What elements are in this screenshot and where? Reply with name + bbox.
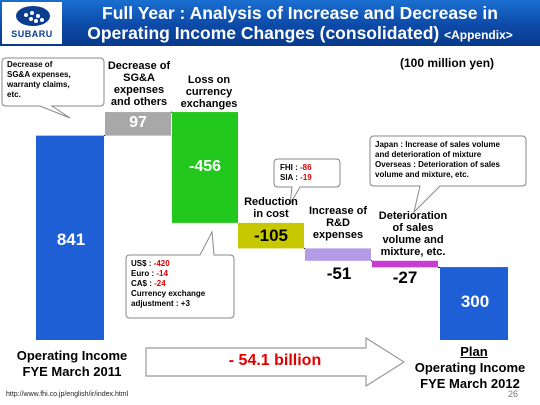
callout-fx-key: adjustment : xyxy=(131,299,181,308)
fx-label-line3: exchanges xyxy=(180,98,238,110)
page-number: 26 xyxy=(508,389,519,399)
callout-sga-line: SG&A expenses, xyxy=(7,70,71,79)
callout-fx-text: US$ : -420 Euro : -14 CA$ : -24 Currency… xyxy=(131,259,205,309)
callout-fx-line: Currency exchange xyxy=(131,289,205,299)
callout-cost-bubble xyxy=(273,158,341,205)
value-label-mix: -27 xyxy=(392,268,418,287)
start-caption-line1: Operating Income xyxy=(16,348,128,363)
fx-label-line2: currency xyxy=(185,86,233,98)
start-caption-line2: FYE March 2011 xyxy=(22,364,122,379)
mix-label-line4: mixture, etc. xyxy=(380,246,446,258)
callout-mix-line: volume and mixture, etc. xyxy=(375,170,469,179)
change-amount-label: - 54.1 billion xyxy=(228,352,322,369)
callout-fx-line: US$ : -420 xyxy=(131,259,205,269)
fx-label-line1: Loss on xyxy=(187,74,231,86)
callout-cost-key: FHI : xyxy=(280,163,300,172)
value-label-sga: 97 xyxy=(129,114,147,131)
callout-fx-value: -24 xyxy=(154,279,166,288)
mix-label-line3: volume and xyxy=(382,234,444,246)
callout-cost-line: SIA : -19 xyxy=(280,173,312,183)
bar-end xyxy=(440,267,508,340)
end-caption-line1: Operating Income xyxy=(414,360,526,375)
callout-mix-line: Overseas : Deterioration of sales xyxy=(375,160,500,169)
callout-fx-value: -14 xyxy=(156,269,168,278)
category-label-rd: Increase of R&D expenses xyxy=(302,205,374,241)
sga-label-line3: expenses xyxy=(113,84,165,96)
callout-cost-value: -19 xyxy=(300,173,312,182)
page-title-main: Operating Income Changes (consolidated) xyxy=(87,23,440,43)
callout-mix-line: and deterioration of mixture xyxy=(375,150,482,159)
cost-label-line2: in cost xyxy=(253,208,289,220)
page-title-line1: Full Year : Analysis of Increase and Dec… xyxy=(102,3,498,23)
rd-label-line1: Increase of xyxy=(308,205,368,217)
sga-label-line1: Decrease of xyxy=(107,60,171,72)
bar-rd xyxy=(305,248,371,261)
bar-sga xyxy=(105,112,171,136)
cost-label-line1: Reduction xyxy=(244,196,298,208)
category-label-fx: Loss on currency exchanges xyxy=(174,74,244,110)
sga-label-line4: and others xyxy=(110,96,168,108)
start-bar-caption: Operating Income FYE March 2011 xyxy=(4,348,140,380)
change-arrow xyxy=(145,336,406,388)
callout-cost-value: -86 xyxy=(300,163,312,172)
callout-cost-key: SIA : xyxy=(280,173,301,182)
callout-sga-line: warranty claims, xyxy=(7,80,70,89)
bar-start xyxy=(36,135,104,340)
callout-fx-value: +3 xyxy=(180,299,190,308)
callout-fx-key: CA$ : xyxy=(131,279,155,288)
bar-mix xyxy=(372,260,438,268)
sga-label-line2: SG&A xyxy=(123,72,155,84)
callout-sga-line: Decrease of xyxy=(7,60,53,69)
callout-fx-bubble xyxy=(125,230,235,319)
callout-mix-bubble xyxy=(369,135,527,214)
callout-fx-key: Currency exchange xyxy=(131,289,206,298)
category-label-sga: Decrease of SG&A expenses and others xyxy=(100,60,178,108)
logo-text: SUBARU xyxy=(11,29,53,39)
end-bar-caption: Operating Income FYE March 2012 xyxy=(404,360,536,392)
callout-cost-line: FHI : -86 xyxy=(280,163,312,173)
callout-cost-text: FHI : -86 SIA : -19 xyxy=(280,163,312,183)
value-label-end: 300 xyxy=(460,292,490,311)
value-label-start: 841 xyxy=(56,230,86,249)
callout-fx-key: Euro : xyxy=(131,269,157,278)
callout-fx-line: adjustment : +3 xyxy=(131,299,205,309)
category-label-mix: Deterioration of sales volume and mixtur… xyxy=(372,210,454,258)
callout-sga-text: Decrease of SG&A expenses, warranty clai… xyxy=(7,60,71,100)
end-caption-line2: FYE March 2012 xyxy=(420,376,520,391)
callout-mix-text: Japan : Increase of sales volume and det… xyxy=(375,140,500,180)
value-label-fx: -456 xyxy=(188,158,222,175)
rd-label-line2: R&D xyxy=(326,217,350,229)
callout-fx-key: US$ : xyxy=(131,259,154,268)
bar-cost xyxy=(238,222,304,249)
subaru-logo: SUBARU xyxy=(2,2,62,44)
header-bar: SUBARU Full Year : Analysis of Increase … xyxy=(0,0,540,46)
callout-fx-value: -420 xyxy=(153,259,170,268)
footer-url[interactable]: http://www.fhi.co.jp/english/ir/index.ht… xyxy=(6,391,129,398)
page-title-line2: Operating Income Changes (consolidated) … xyxy=(66,23,534,45)
callout-sga-line: etc. xyxy=(7,90,21,99)
bar-fx xyxy=(172,112,238,223)
value-label-rd: -51 xyxy=(326,264,352,283)
callout-fx-line: CA$ : -24 xyxy=(131,279,205,289)
callout-sga-bubble xyxy=(1,57,105,119)
page-title-suffix: <Appendix> xyxy=(444,28,513,42)
callout-fx-line: Euro : -14 xyxy=(131,269,205,279)
plan-caption: Plan xyxy=(460,344,488,359)
mix-label-line2: of sales xyxy=(392,222,434,234)
logo-badge-icon xyxy=(16,6,50,26)
value-label-cost: -105 xyxy=(253,226,289,245)
callout-mix-line: Japan : Increase of sales volume xyxy=(375,140,500,149)
unit-label: (100 million yen) xyxy=(400,56,495,70)
rd-label-line3: expenses xyxy=(312,229,364,241)
category-label-cost: Reduction in cost xyxy=(236,196,306,220)
mix-label-line1: Deterioration xyxy=(378,210,448,222)
